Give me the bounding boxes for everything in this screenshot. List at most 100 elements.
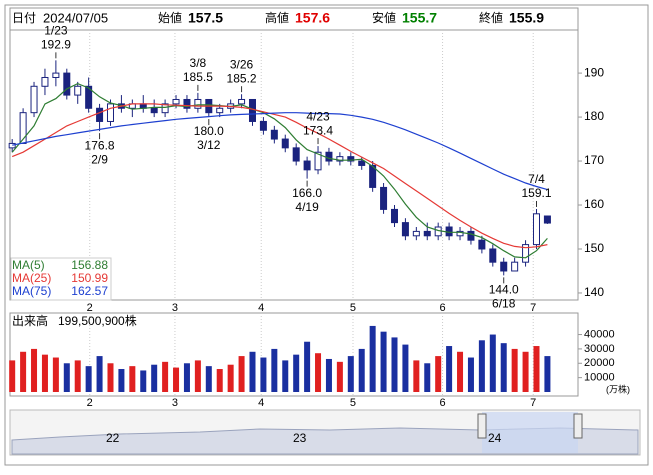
volume-bar [173, 367, 180, 392]
candle-body [390, 208, 398, 224]
y-tick-label: 30000 [584, 343, 615, 355]
y-tick-label: 150 [584, 241, 604, 255]
volume-bar [118, 369, 125, 392]
annotation-value: 144.0 [489, 283, 519, 297]
x-tick-label: 6 [439, 397, 445, 409]
candle-body [183, 98, 191, 109]
legend-name: MA(25) [12, 271, 51, 285]
volume-bar [435, 356, 442, 392]
candle-body [216, 107, 224, 114]
annotation-date: 4/23 [306, 109, 330, 123]
header-label: 安値 [372, 10, 396, 25]
volume-bar [63, 363, 70, 392]
annotation-date: 2/9 [91, 152, 108, 166]
volume-bar [260, 357, 267, 392]
volume-bar [183, 363, 190, 392]
legend-value: 150.99 [71, 271, 108, 285]
x-tick-label: 6 [439, 302, 445, 314]
volume-bar [544, 356, 551, 392]
volume-bar [413, 360, 420, 392]
navigator-handle[interactable] [477, 413, 487, 439]
candle-body [52, 72, 60, 78]
legend-name: MA(5) [12, 258, 45, 272]
candle-body [500, 261, 508, 272]
candle-body [85, 85, 93, 109]
volume-bar [325, 358, 332, 392]
navigator-handle[interactable] [573, 413, 583, 439]
annotation-value: 192.9 [41, 38, 71, 52]
y-tick-label: 40000 [584, 328, 615, 340]
volume-bar [358, 348, 365, 392]
candle-body [150, 107, 158, 114]
candle-body [467, 230, 475, 241]
candle-body [532, 213, 540, 246]
volume-bar [74, 360, 81, 392]
annotation-value: 185.2 [227, 71, 257, 85]
candle-body [8, 142, 16, 149]
candle-body [380, 186, 388, 210]
volume-bar [194, 360, 201, 392]
annotation-value: 185.5 [183, 70, 213, 84]
navigator-label: 24 [488, 431, 502, 445]
volume-bar [20, 351, 27, 392]
volume-bar [293, 354, 300, 392]
annotation-value: 166.0 [292, 186, 322, 200]
volume-bar [107, 363, 114, 392]
ma-line [12, 112, 548, 191]
y-tick-label: 20000 [584, 357, 615, 369]
volume-bar [271, 348, 278, 392]
volume-bar [446, 346, 453, 392]
candle-body [511, 261, 519, 272]
candle-body [336, 156, 344, 162]
x-tick-label: 7 [530, 397, 536, 409]
date-label: 日付 [12, 11, 36, 25]
candle-body [161, 103, 169, 114]
volume-bar [85, 366, 92, 392]
legend-box [10, 257, 112, 301]
x-tick-label: 2 [87, 397, 93, 409]
volume-bar [238, 356, 245, 392]
volume-bar [249, 351, 256, 392]
volume-bar [31, 348, 38, 392]
candle-body [522, 244, 530, 263]
navigator-label: 23 [293, 431, 307, 445]
candle-body [489, 248, 497, 263]
candle-body [292, 147, 300, 162]
annotation-value: 159.1 [521, 186, 551, 200]
y-tick-label: 10000 [584, 372, 615, 384]
candle-body [325, 151, 333, 162]
header-value: 157.6 [295, 10, 330, 26]
volume-title: 出来高 [12, 313, 48, 328]
y-tick-label: 160 [584, 197, 604, 211]
volume-bar [282, 360, 289, 392]
x-tick-label: 5 [350, 302, 356, 314]
navigator-label: 22 [106, 431, 120, 445]
navigator-window[interactable] [482, 412, 578, 453]
volume-bar [380, 331, 387, 392]
volume-bar [522, 351, 529, 392]
volume-bar [304, 341, 311, 392]
volume-bar [391, 337, 398, 392]
candle-body [259, 120, 267, 131]
y-tick-label: 190 [584, 65, 604, 79]
volume-bar [41, 354, 48, 392]
annotation-value: 176.8 [85, 138, 115, 152]
volume-bar [315, 353, 322, 392]
volume-bar [467, 357, 474, 392]
candle-body [423, 230, 431, 237]
candle-body [270, 129, 278, 140]
volume-bar [369, 325, 376, 392]
volume-bar [205, 366, 212, 392]
annotation-date: 7/4 [528, 172, 545, 186]
candle-body [314, 151, 322, 171]
y-tick-label: 140 [584, 285, 604, 299]
volume-bar [402, 344, 409, 392]
volume-panel [9, 312, 579, 397]
x-tick-label: 7 [530, 302, 536, 314]
volume-bar [129, 366, 136, 392]
volume-total: 199,500,900株 [58, 313, 137, 328]
annotation-date: 3/26 [230, 57, 254, 71]
header-label: 始値 [158, 10, 182, 25]
candle-body [194, 98, 202, 109]
volume-bar [511, 348, 518, 392]
